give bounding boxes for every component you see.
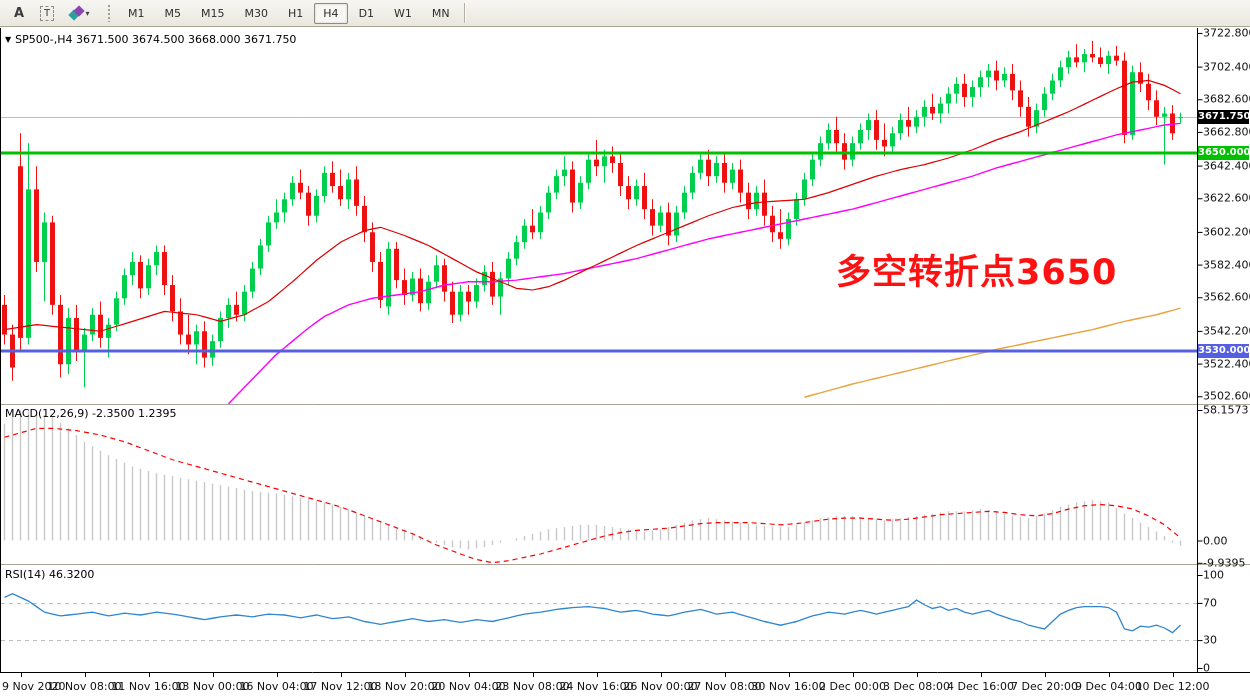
text-box-icon: T bbox=[39, 5, 55, 21]
time-axis-tick bbox=[84, 673, 86, 677]
macd-axis-label: 0.00 bbox=[1203, 534, 1228, 547]
chevron-down-icon: ▾ bbox=[85, 8, 90, 18]
time-axis-label: 13 Nov 00:00 bbox=[175, 680, 250, 693]
chart-area: ▼ SP500-,H4 3671.500 3674.500 3668.000 36… bbox=[0, 26, 1250, 698]
price-axis-label: 3522.400 bbox=[1203, 357, 1250, 371]
price-axis-label: 3682.600 bbox=[1203, 92, 1250, 106]
time-axis-label: 18 Nov 20:00 bbox=[367, 680, 442, 693]
chart-symbol-title: ▼ SP500-,H4 3671.500 3674.500 3668.000 36… bbox=[5, 33, 296, 46]
time-axis-tick bbox=[404, 673, 406, 677]
time-axis-label: 3 Dec 08:00 bbox=[883, 680, 950, 693]
time-axis-tick bbox=[148, 673, 150, 677]
time-axis-label: 30 Nov 16:00 bbox=[751, 680, 826, 693]
symbol-ohlc-text: SP500-,H4 3671.500 3674.500 3668.000 367… bbox=[15, 33, 297, 46]
time-axis-label: 16 Nov 04:00 bbox=[239, 680, 314, 693]
time-axis-label: 20 Nov 04:00 bbox=[431, 680, 506, 693]
price-axis-label: 3542.200 bbox=[1203, 324, 1250, 338]
time-axis-tick bbox=[724, 673, 726, 677]
macd-axis-label: 58.1573 bbox=[1203, 403, 1249, 417]
time-axis-label: 11 Nov 16:00 bbox=[111, 680, 186, 693]
rsi-axis-label: 0 bbox=[1203, 661, 1210, 675]
toolbar: A T ▾ M1 M5 M15 M30 H1 H4 D1 W1 MN bbox=[0, 0, 1250, 27]
price-axis-label: 3602.200 bbox=[1203, 225, 1250, 239]
timeframe-button-group: M1 M5 M15 M30 H1 H4 D1 W1 MN bbox=[118, 2, 460, 24]
time-axis-tick bbox=[980, 673, 982, 677]
macd-label: MACD(12,26,9) -2.3500 1.2395 bbox=[5, 407, 177, 420]
timeframe-button-D1[interactable]: D1 bbox=[358, 6, 375, 20]
timeframe-button-W1[interactable]: W1 bbox=[394, 6, 412, 20]
main-price-chart-canvas[interactable] bbox=[0, 28, 1250, 404]
timeframe-button-M30[interactable]: M30 bbox=[244, 6, 269, 20]
time-axis-tick bbox=[1108, 673, 1110, 677]
time-axis-tick bbox=[788, 673, 790, 677]
time-axis-tick bbox=[660, 673, 662, 677]
toolbar-separator bbox=[463, 3, 466, 23]
time-axis-tick bbox=[212, 673, 214, 677]
timeframe-button-H1[interactable]: H1 bbox=[288, 6, 304, 20]
timeframe-button-MN[interactable]: MN bbox=[431, 6, 450, 20]
time-axis-label: 27 Nov 08:00 bbox=[687, 680, 762, 693]
time-axis-tick bbox=[596, 673, 598, 677]
macd-axis-label: -9.9395 bbox=[1203, 556, 1246, 570]
time-axis-tick bbox=[340, 673, 342, 677]
time-axis-label: 10 Dec 12:00 bbox=[1135, 680, 1210, 693]
time-axis-label: 9 Nov 2020 bbox=[2, 680, 66, 693]
time-axis-label: 9 Dec 04:00 bbox=[1075, 680, 1142, 693]
time-axis-tick bbox=[20, 673, 22, 677]
time-axis-tick bbox=[1044, 673, 1046, 677]
draw-style-dropdown-button[interactable]: ▾ bbox=[62, 1, 98, 25]
time-axis-tick bbox=[852, 673, 854, 677]
price-axis-label: 3662.800 bbox=[1203, 125, 1250, 139]
time-axis-tick bbox=[1172, 673, 1174, 677]
rsi-indicator-canvas[interactable] bbox=[0, 564, 1250, 674]
font-a-icon: A bbox=[13, 5, 25, 21]
level-price-badge[interactable]: 3650.000 bbox=[1198, 146, 1250, 161]
rsi-axis-label: 30 bbox=[1203, 633, 1217, 647]
time-axis-label: 2 Dec 00:00 bbox=[819, 680, 886, 693]
toolbar-drag-handle[interactable] bbox=[107, 4, 112, 22]
price-axis-label: 3642.400 bbox=[1203, 159, 1250, 173]
symbol-dropdown-icon[interactable]: ▼ bbox=[5, 35, 12, 44]
timeframe-button-H4[interactable]: H4 bbox=[314, 2, 348, 24]
time-axis-tick bbox=[468, 673, 470, 677]
level-price-badge[interactable]: 3530.000 bbox=[1198, 344, 1250, 359]
font-tool-button[interactable]: A bbox=[6, 1, 32, 25]
text-label-tool-button[interactable]: T bbox=[34, 1, 60, 25]
time-axis-label: 26 Nov 00:00 bbox=[623, 680, 698, 693]
price-axis-label: 3622.600 bbox=[1203, 191, 1250, 205]
price-axis-label: 3502.600 bbox=[1203, 389, 1250, 403]
chart-text-annotation[interactable]: 多空转折点3650 bbox=[836, 253, 1118, 293]
price-axis-label: 3722.800 bbox=[1203, 26, 1250, 40]
price-axis-label: 3562.600 bbox=[1203, 290, 1250, 304]
time-axis-label: 7 Dec 20:00 bbox=[1011, 680, 1078, 693]
price-axis-label: 3582.400 bbox=[1203, 258, 1250, 272]
style-diamonds-icon bbox=[68, 4, 86, 21]
timeframe-button-M15[interactable]: M15 bbox=[201, 6, 225, 20]
time-axis-tick bbox=[916, 673, 918, 677]
time-axis-tick bbox=[532, 673, 534, 677]
time-axis-label: 4 Dec 16:00 bbox=[947, 680, 1014, 693]
timeframe-button-M5[interactable]: M5 bbox=[164, 6, 182, 20]
time-axis-label: 24 Nov 16:00 bbox=[559, 680, 634, 693]
rsi-axis-label: 100 bbox=[1203, 568, 1224, 582]
price-axis-label: 3702.400 bbox=[1203, 60, 1250, 74]
current-price-badge: 3671.750 bbox=[1198, 110, 1250, 125]
timeframe-button-M1[interactable]: M1 bbox=[128, 6, 145, 20]
rsi-axis-label: 70 bbox=[1203, 596, 1217, 610]
time-axis-label: 17 Nov 12:00 bbox=[303, 680, 378, 693]
time-axis-tick bbox=[276, 673, 278, 677]
time-axis: 9 Nov 2020 10 Nov 08:00 11 Nov 16:00 13 Nov… bbox=[0, 673, 1250, 698]
rsi-label: RSI(14) 46.3200 bbox=[5, 568, 95, 581]
time-axis-label: 10 Nov 08:00 bbox=[47, 680, 122, 693]
macd-indicator-canvas[interactable] bbox=[0, 404, 1250, 564]
time-axis-label: 23 Nov 08:00 bbox=[495, 680, 570, 693]
